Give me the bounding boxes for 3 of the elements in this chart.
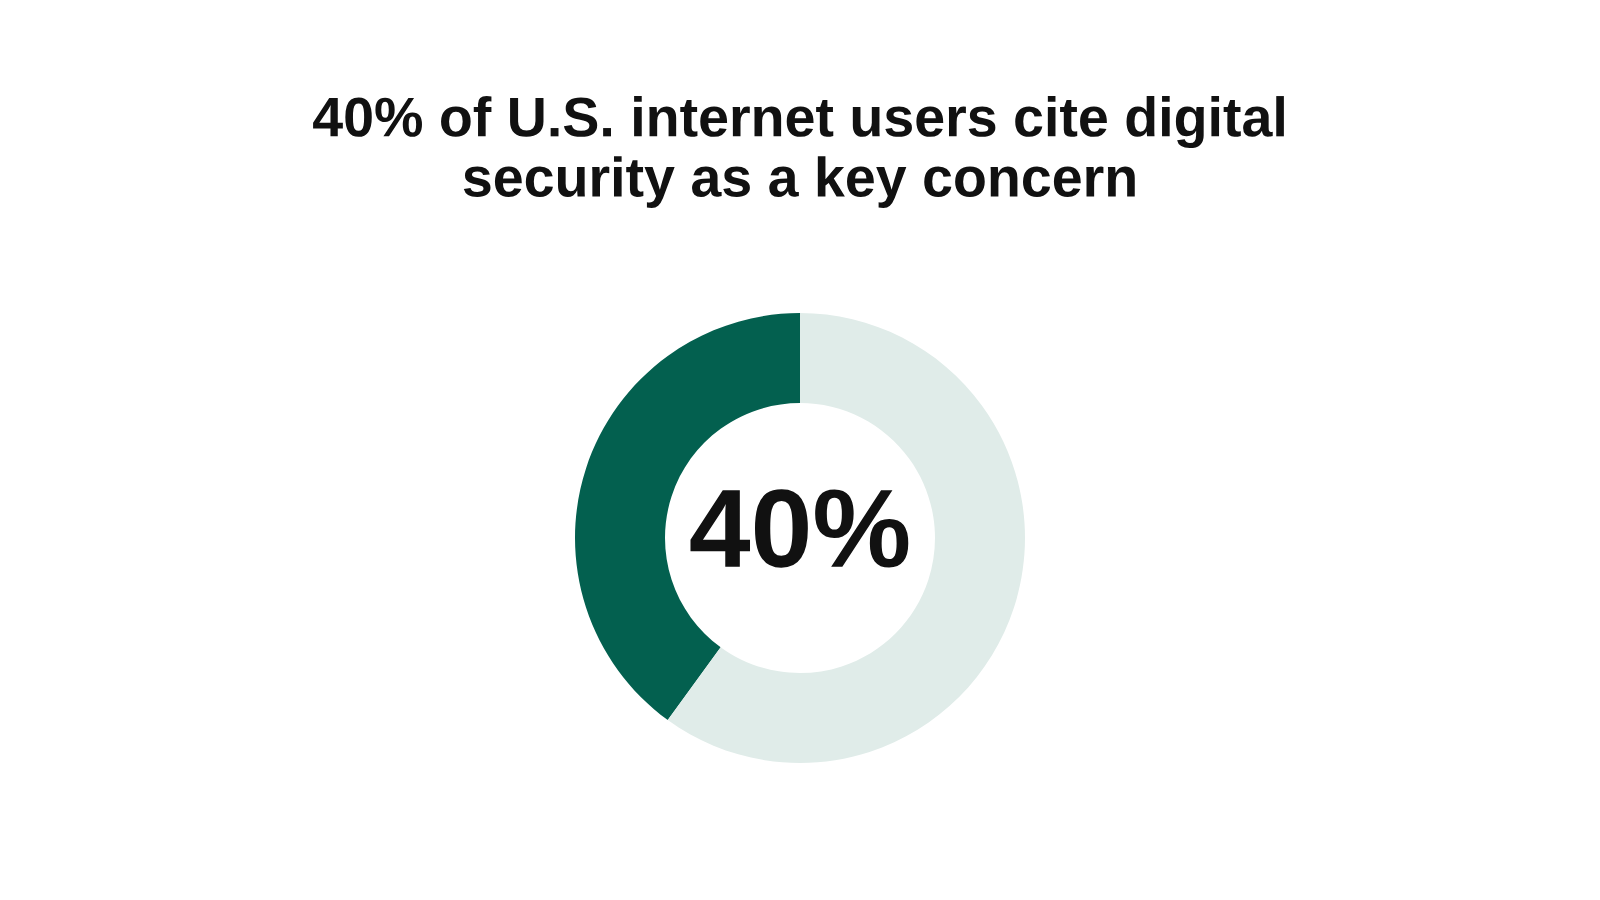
chart-title: 40% of U.S. internet users cite digital security as a key concern bbox=[313, 96, 1284, 208]
donut-slice bbox=[667, 313, 1025, 763]
text: 40% bbox=[690, 489, 909, 568]
